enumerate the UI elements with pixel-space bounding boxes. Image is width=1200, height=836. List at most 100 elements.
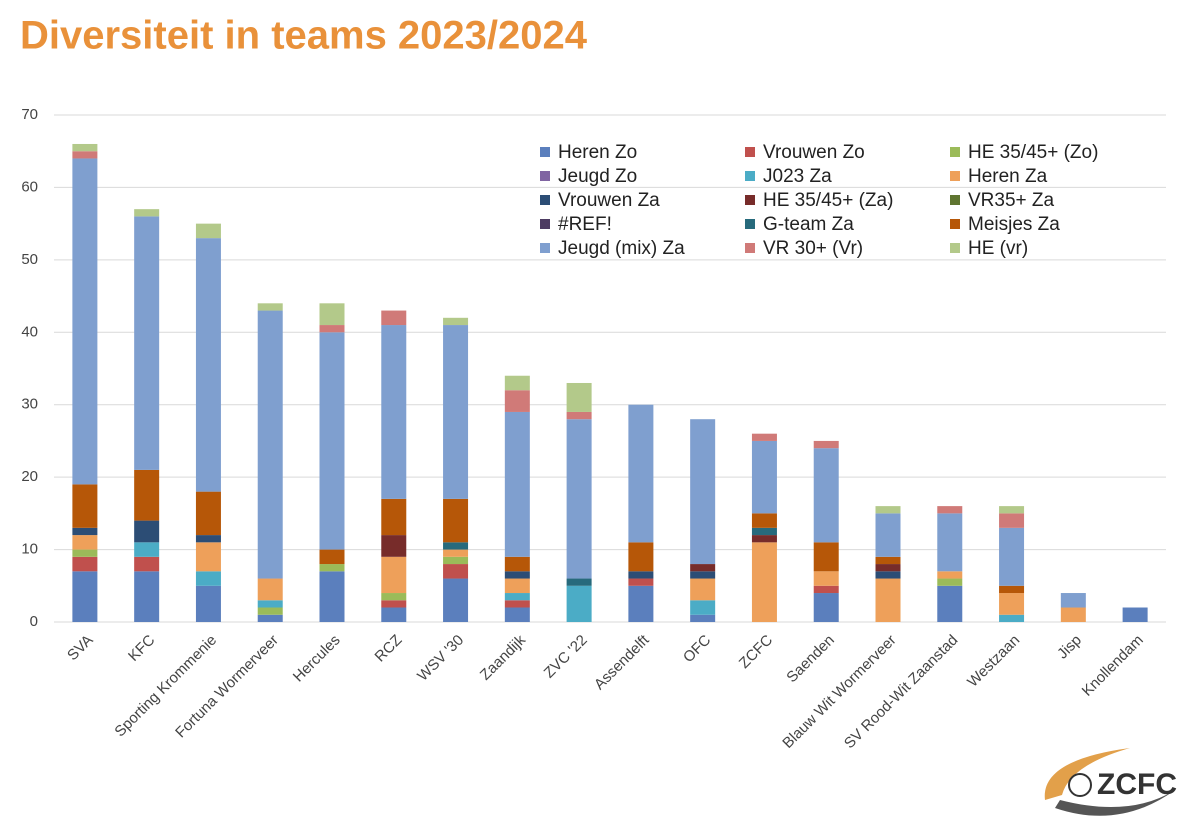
legend-label: G-team Za [763, 214, 854, 235]
bar-segment [504, 600, 530, 608]
bar-segment [1122, 607, 1148, 622]
bar-segment [319, 564, 345, 572]
bar-segment [628, 542, 654, 572]
bar-segment [813, 571, 839, 586]
bar-segment [72, 549, 98, 557]
bar-segment [443, 317, 469, 326]
legend-swatch [950, 171, 960, 181]
bar-segment [257, 303, 283, 311]
x-tick-group: Assendelft [591, 631, 653, 693]
bar-segment [628, 585, 654, 622]
bar-segment [72, 151, 98, 159]
bar-segment [443, 549, 469, 557]
bar-segment [566, 411, 592, 420]
bar-segment [72, 484, 98, 528]
bar-segment [195, 571, 221, 586]
legend-swatch [745, 219, 755, 229]
x-tick-label: Westzaan [964, 632, 1023, 691]
bar-segment [937, 571, 963, 579]
x-tick-group: Sporting Krommenie [111, 632, 220, 741]
bar-segment [257, 614, 283, 622]
bar-segment [751, 527, 777, 536]
legend-label: Jeugd Zo [558, 166, 637, 187]
legend-label: VR35+ Za [968, 190, 1055, 211]
bar-segment [134, 209, 160, 217]
bar-segment [443, 542, 469, 550]
x-tick-label: KFC [125, 631, 158, 664]
bar-segment [628, 578, 654, 586]
legend-label: HE 35/45+ (Zo) [968, 142, 1098, 163]
x-tick-label: SVA [64, 632, 96, 664]
bar-segment [72, 158, 98, 485]
legend-swatch [540, 147, 550, 157]
bar-segment [875, 571, 901, 579]
bar-segment [566, 578, 592, 586]
bar-segment [195, 223, 221, 239]
bar-segment [999, 614, 1025, 622]
bar-segment [999, 513, 1025, 528]
bar-segment [875, 513, 901, 557]
bar-segment [381, 310, 407, 326]
x-tick-label: Zaandijk [477, 631, 529, 683]
bar-segment [875, 578, 901, 622]
x-tick-group: WSV '30 [414, 632, 467, 685]
logo-swoosh [1044, 748, 1130, 800]
bar-segment [257, 607, 283, 615]
y-tick-label: 20 [21, 468, 38, 485]
legend-swatch [745, 243, 755, 253]
bar-segment [443, 564, 469, 579]
legend-label: J023 Za [763, 166, 832, 187]
bar-segment [134, 571, 160, 622]
bar-segment [504, 556, 530, 572]
x-tick-group: Zaandijk [477, 631, 529, 683]
x-tick-group: Fortuna Wormerveer [172, 632, 282, 742]
x-tick-group: SV Rood-Wit Zaanstad [841, 632, 961, 752]
logo-ball [1068, 773, 1092, 797]
x-tick-label: RCZ [372, 632, 406, 666]
bar-segment [319, 571, 345, 622]
legend-swatch [540, 195, 550, 205]
x-tick-label: Knollendam [1079, 632, 1147, 700]
legend-swatch [950, 219, 960, 229]
x-tick-group: Westzaan [964, 632, 1023, 691]
x-tick-group: KFC [125, 631, 158, 664]
bar-segment [134, 469, 160, 521]
x-tick-group: SVA [64, 632, 96, 664]
x-tick-group: Saenden [783, 632, 837, 686]
bar-segment [504, 578, 530, 594]
x-tick-label: ZCFC [736, 632, 776, 672]
legend-label: HE 35/45+ (Za) [763, 190, 893, 211]
x-tick-group: ZCFC [736, 632, 776, 672]
bar-segment [134, 556, 160, 572]
x-tick-label: Fortuna Wormerveer [172, 632, 282, 742]
legend-label: Jeugd (mix) Za [558, 238, 685, 259]
bar-segment [813, 440, 839, 449]
bar-segment [381, 600, 407, 608]
bar-segment [566, 382, 592, 412]
logo: ZCFC [1044, 748, 1177, 816]
logo-swoosh [1055, 790, 1175, 816]
bar-segment [319, 303, 345, 326]
bar-segment [1060, 593, 1086, 608]
bar-segment [999, 593, 1025, 615]
x-tick-group: RCZ [372, 632, 406, 666]
bar-segment [504, 390, 530, 412]
legend-label: Heren Za [968, 166, 1048, 187]
bar-segment [813, 542, 839, 572]
legend-label: #REF! [558, 214, 612, 235]
bar-segment [195, 491, 221, 536]
bar-segment [875, 556, 901, 565]
bar-segment [690, 419, 716, 565]
legend-swatch [540, 243, 550, 253]
bar-segment [72, 143, 98, 152]
x-tick-group: Jisp [1054, 632, 1085, 663]
bar-segment [72, 535, 98, 550]
bar-segment [690, 564, 716, 572]
bar-segment [504, 607, 530, 622]
bar-segment [999, 527, 1025, 586]
legend-label: Vrouwen Za [558, 190, 660, 211]
bar-segment [443, 498, 469, 543]
legend-swatch [745, 171, 755, 181]
bar-segment [751, 513, 777, 528]
bar-segment [813, 593, 839, 622]
